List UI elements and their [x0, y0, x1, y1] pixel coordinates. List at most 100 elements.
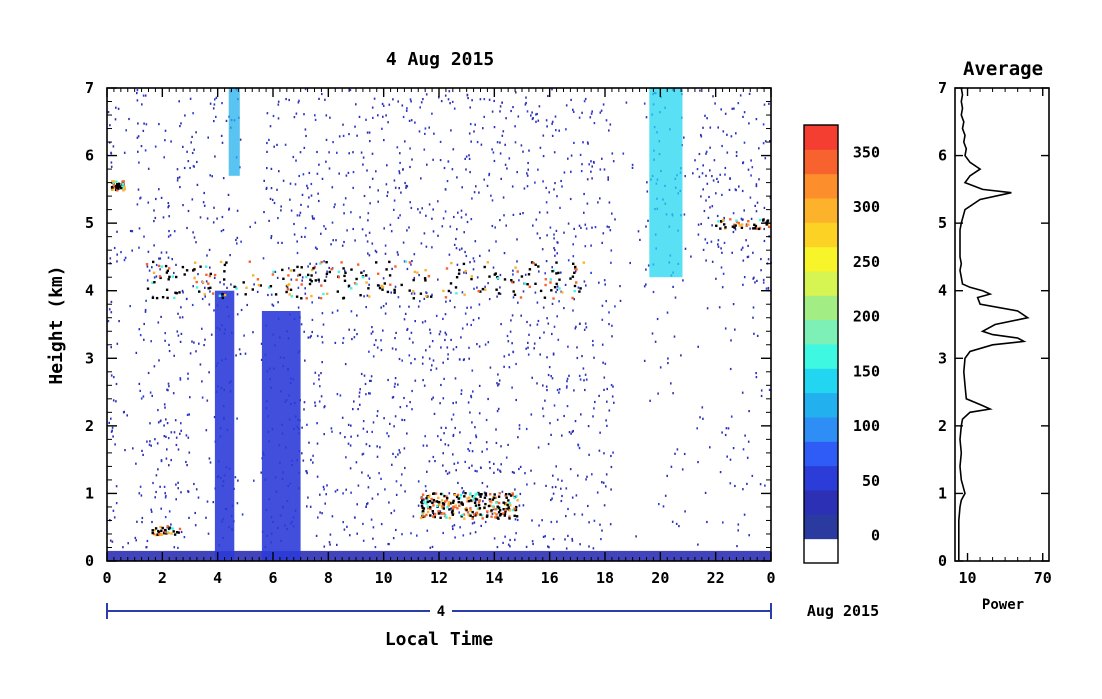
noise-cell: [234, 476, 237, 479]
colorbar-tick-label: 350: [853, 143, 880, 161]
noise-cell: [183, 536, 186, 539]
noise-cell: [401, 104, 404, 107]
cloud-cell: [419, 516, 423, 520]
noise-cell: [585, 326, 588, 329]
noise-cell: [541, 519, 543, 522]
heatmap-y-axis-title: Height (km): [46, 265, 67, 384]
cloud-cell: [497, 495, 501, 498]
noise-cell: [186, 413, 189, 416]
colorbar-cell: [804, 441, 838, 467]
noise-cell: [480, 143, 483, 146]
noise-cell: [664, 494, 667, 497]
noise-cell: [376, 410, 379, 413]
noise-cell: [479, 98, 482, 101]
noise-cell: [470, 394, 472, 397]
noise-cell: [735, 154, 738, 157]
noise-cell: [206, 399, 209, 402]
noise-cell: [159, 485, 161, 488]
cloud-cell: [178, 291, 181, 294]
noise-cell: [572, 108, 574, 111]
cloud-cell: [447, 501, 451, 504]
noise-cell: [179, 316, 181, 319]
noise-cell: [397, 253, 399, 256]
cloud-cell: [767, 225, 771, 229]
noise-cell: [431, 364, 433, 367]
noise-cell: [402, 241, 405, 244]
noise-cell: [560, 271, 562, 274]
noise-cell: [153, 220, 155, 223]
noise-cell: [187, 490, 189, 493]
noise-cell: [342, 123, 344, 126]
noise-cell: [736, 545, 738, 548]
noise-cell: [468, 357, 470, 360]
noise-cell: [362, 522, 364, 525]
noise-cell: [386, 194, 388, 197]
noise-cell: [394, 415, 397, 418]
noise-cell: [720, 266, 723, 269]
noise-cell: [458, 358, 461, 361]
noise-cell: [349, 444, 352, 447]
cloud-cell: [167, 278, 170, 281]
noise-cell: [297, 101, 300, 104]
noise-cell: [189, 352, 192, 355]
noise-cell: [311, 215, 314, 218]
cloud-cell: [115, 180, 118, 183]
noise-cell: [527, 341, 529, 344]
cloud-cell: [207, 282, 210, 285]
noise-cell: [542, 180, 544, 183]
streak: [228, 88, 240, 176]
cloud-cell: [729, 218, 732, 221]
colorbar-cell: [804, 198, 838, 223]
noise-cell: [371, 430, 373, 433]
noise-cell: [403, 318, 406, 321]
noise-cell: [210, 333, 213, 336]
noise-cell: [162, 216, 165, 219]
cloud-cell: [753, 227, 757, 230]
cloud-cell: [290, 295, 293, 298]
noise-cell: [558, 300, 560, 303]
cloud-cell: [755, 227, 758, 230]
noise-cell: [424, 320, 427, 323]
noise-cell: [399, 406, 402, 409]
noise-cell: [551, 134, 554, 137]
cloud-cell: [155, 296, 159, 300]
noise-cell: [431, 217, 433, 220]
noise-cell: [268, 138, 270, 141]
noise-cell: [157, 421, 160, 424]
cloud-cell: [496, 516, 499, 519]
cloud-cell: [555, 272, 558, 275]
average-y-tick-label: 3: [938, 349, 947, 367]
noise-cell: [400, 484, 402, 487]
noise-cell: [672, 285, 674, 288]
noise-cell: [194, 524, 197, 527]
noise-cell: [659, 366, 662, 369]
noise-cell: [198, 342, 200, 345]
noise-cell: [512, 296, 515, 299]
noise-cell: [203, 344, 205, 347]
noise-cell: [173, 354, 175, 357]
cloud-cell: [121, 180, 124, 183]
noise-cell: [386, 164, 388, 167]
cloud-cell: [448, 508, 451, 511]
noise-cell: [684, 510, 686, 513]
noise-cell: [456, 176, 458, 179]
noise-cell: [647, 264, 650, 267]
noise-cell: [149, 440, 151, 443]
noise-cell: [374, 249, 377, 252]
noise-cell: [533, 347, 535, 350]
noise-cell: [377, 200, 379, 203]
noise-cell: [193, 148, 195, 151]
noise-cell: [702, 417, 704, 420]
noise-cell: [741, 218, 744, 221]
noise-cell: [153, 244, 155, 247]
noise-cell: [538, 211, 541, 214]
noise-cell: [163, 403, 166, 406]
noise-cell: [748, 122, 750, 125]
cloud-cell: [320, 260, 323, 264]
noise-cell: [440, 100, 443, 103]
noise-cell: [177, 334, 180, 337]
noise-cell: [717, 239, 720, 242]
noise-cell: [741, 189, 744, 193]
cloud-cell: [452, 499, 455, 503]
noise-cell: [281, 241, 283, 244]
